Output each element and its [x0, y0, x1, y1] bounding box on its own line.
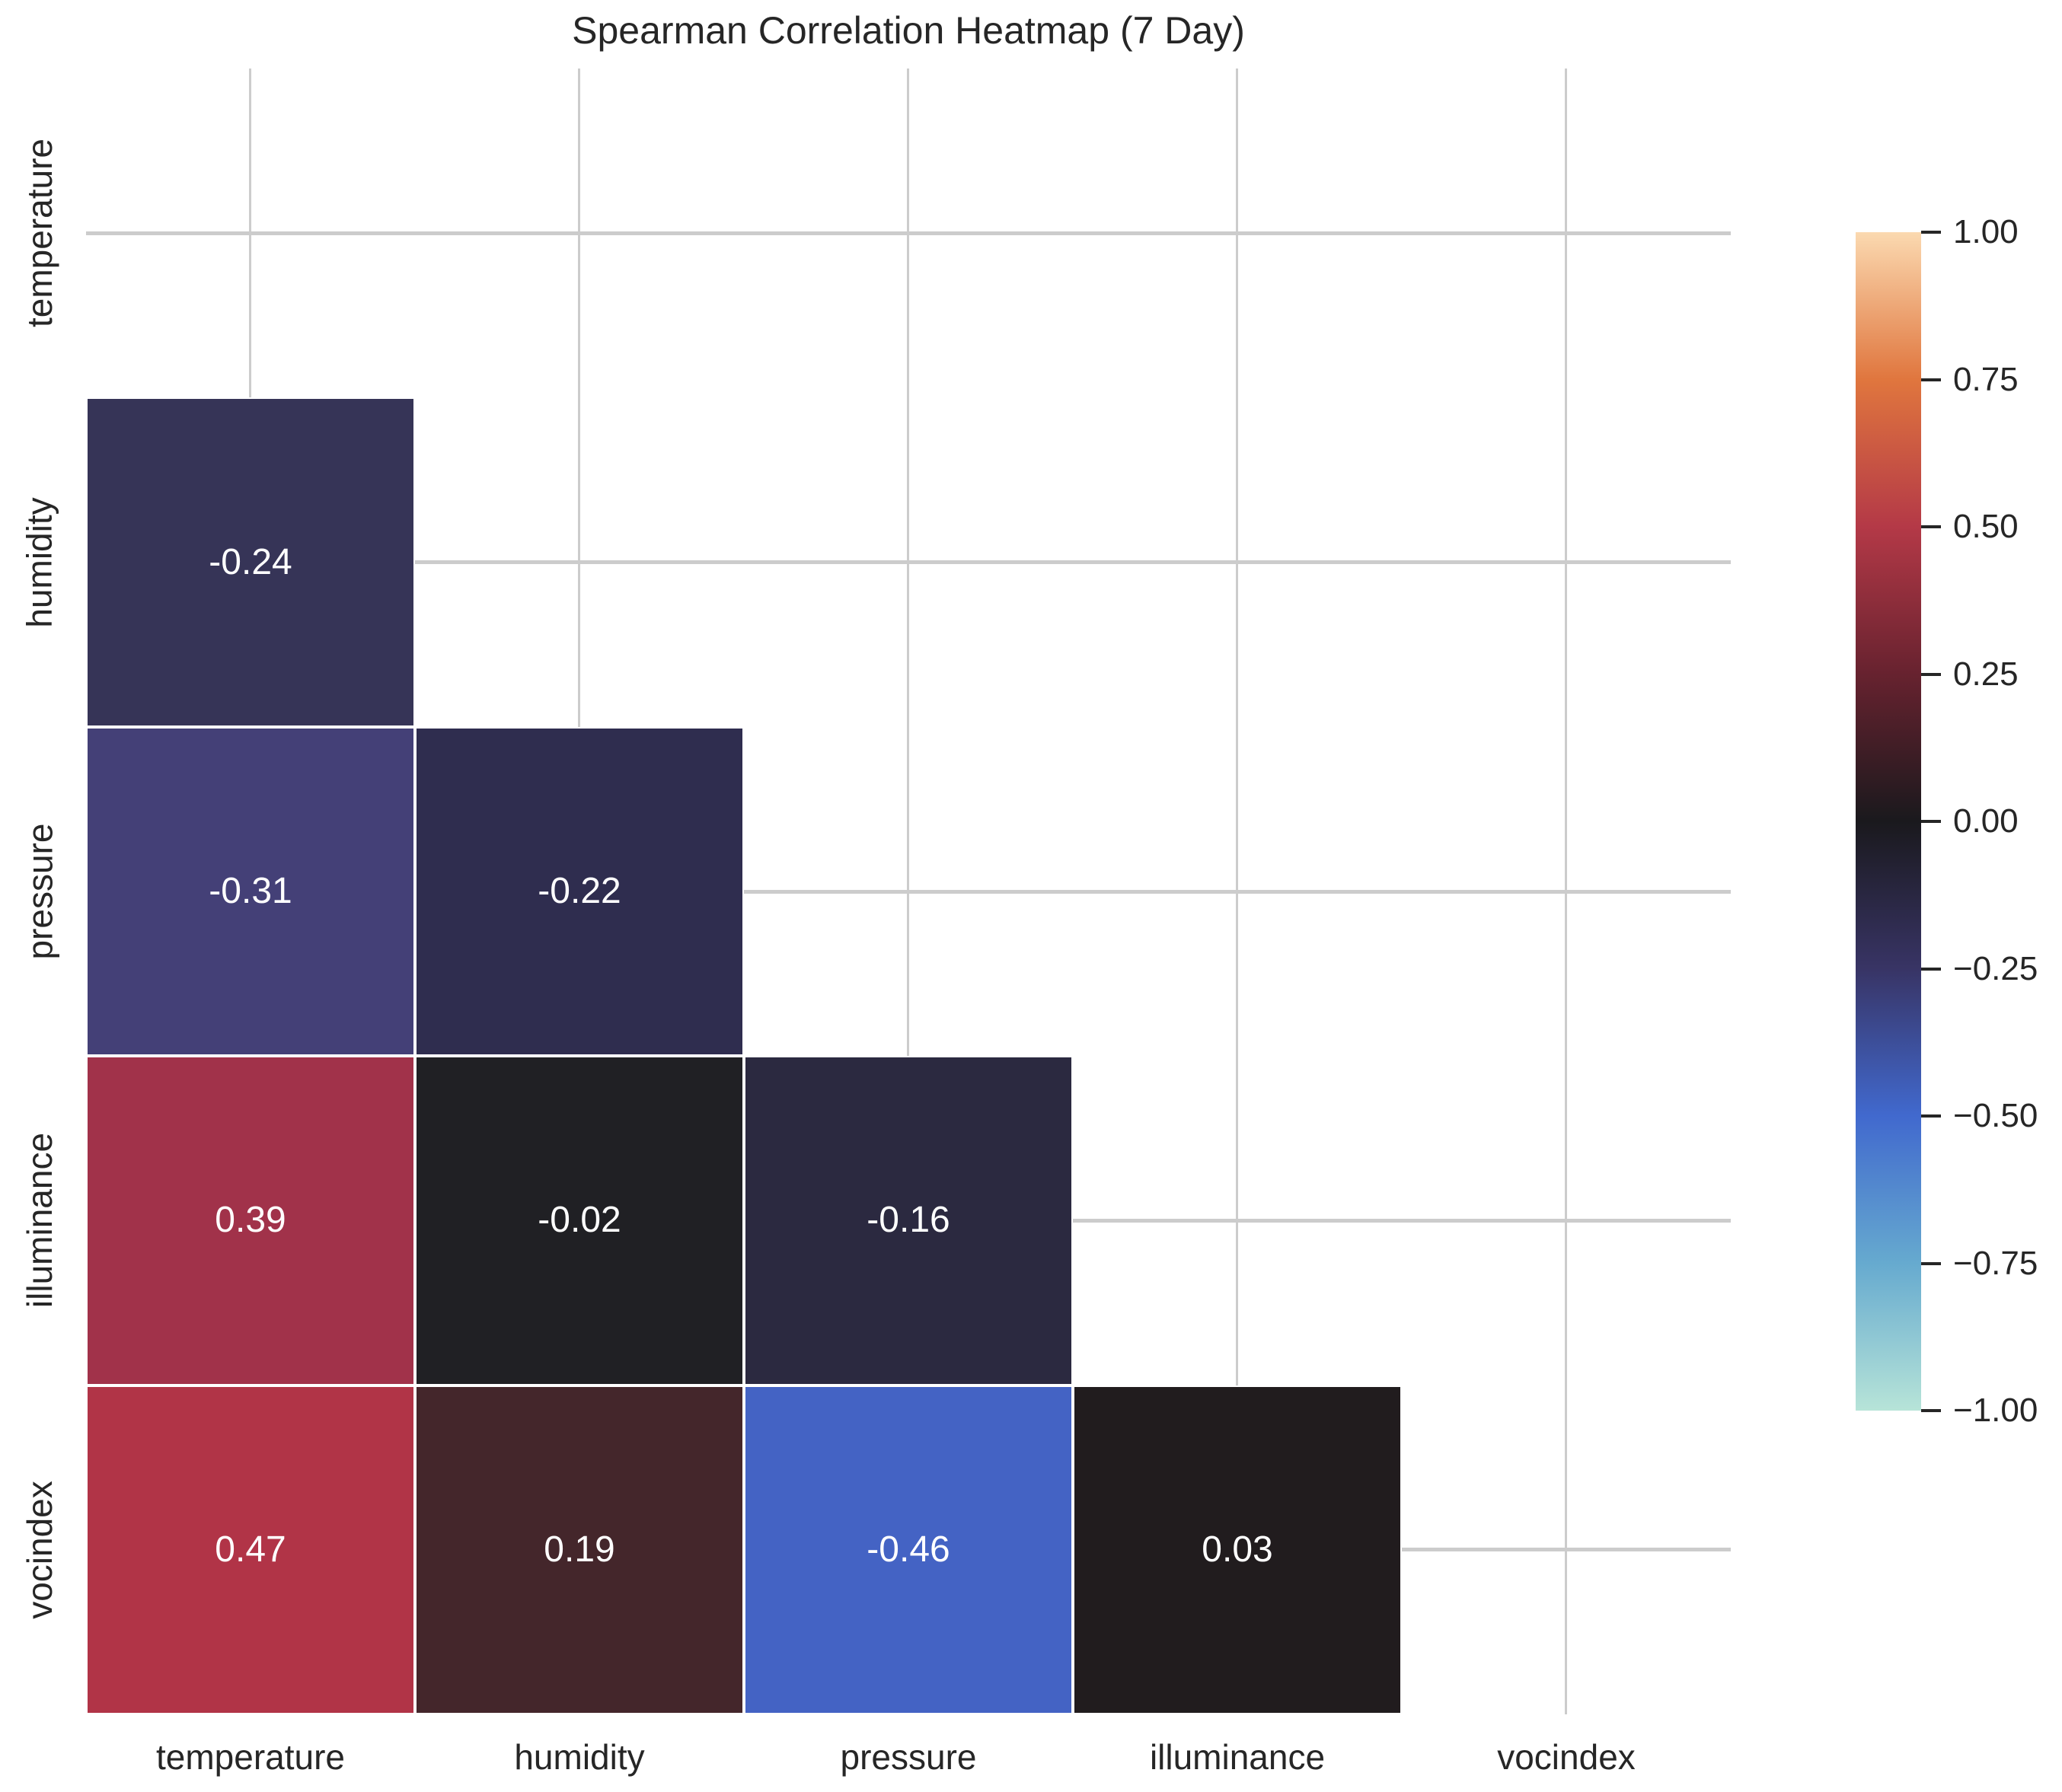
heatmap-cell: 0.47: [86, 1385, 415, 1714]
y-tick: humidity: [6, 397, 73, 726]
y-tick: vocindex: [6, 1385, 73, 1714]
cell-value: 0.03: [1202, 1529, 1273, 1570]
colorbar-tick-label: −0.50: [1953, 1097, 2038, 1134]
colorbar-gradient: [1856, 232, 1921, 1411]
y-tick: temperature: [6, 69, 73, 397]
x-axis-tick-labels: temperature humidity pressure illuminanc…: [86, 1722, 1731, 1792]
tick-mark: [1921, 525, 1941, 528]
heatmap-cell: -0.24: [86, 397, 415, 727]
heatmap-cell: -0.22: [415, 726, 744, 1057]
heatmap-cell: -0.02: [415, 1056, 744, 1385]
chart-title: Spearman Correlation Heatmap (7 Day): [572, 9, 1245, 52]
colorbar-tick-label: 1.00: [1953, 213, 2019, 250]
heatmap-cell: 0.39: [86, 1056, 415, 1385]
colorbar-tick-label: 0.50: [1953, 508, 2019, 545]
heatmap-cell: -0.16: [744, 1056, 1073, 1385]
grid-line-horizontal: [744, 890, 1731, 894]
cell-value: 0.39: [215, 1200, 286, 1241]
x-tick-label: pressure: [840, 1737, 977, 1777]
y-tick: illuminance: [6, 1056, 73, 1385]
tick-mark: [1921, 672, 1941, 676]
y-tick: pressure: [6, 727, 73, 1056]
heatmap-cell: 0.03: [1073, 1385, 1402, 1714]
colorbar: [1856, 232, 1921, 1411]
tick-mark: [1921, 820, 1941, 823]
x-tick-label: humidity: [514, 1737, 645, 1777]
cell-value: -0.16: [867, 1200, 950, 1241]
colorbar-tick-label: −0.25: [1953, 949, 2038, 987]
grid-line-horizontal: [1402, 1548, 1731, 1551]
cell-value: -0.46: [867, 1529, 950, 1570]
colorbar-tick-label: 0.75: [1953, 360, 2019, 398]
heatmap-plot: -0.24 -0.31 -0.22 0.39 -0.02 -0.16 0.47 …: [86, 69, 1731, 1714]
heatmap-cells: -0.24 -0.31 -0.22 0.39 -0.02 -0.16 0.47 …: [86, 69, 1731, 1714]
tick-mark: [1921, 967, 1941, 971]
cell-value: -0.24: [209, 541, 292, 582]
colorbar-tick-label: 0.25: [1953, 655, 2019, 693]
x-tick-label: vocindex: [1497, 1737, 1636, 1777]
colorbar-tick-label: −1.00: [1953, 1392, 2038, 1429]
y-tick-label: pressure: [20, 823, 59, 960]
colorbar-tick-label: −0.75: [1953, 1244, 2038, 1282]
tick-mark: [1921, 231, 1941, 234]
heatmap-cell: -0.46: [744, 1385, 1073, 1714]
cell-value: 0.19: [544, 1529, 615, 1570]
colorbar-tick-label: 0.00: [1953, 802, 2019, 840]
grid-line-vertical: [1236, 69, 1238, 1385]
tick-mark: [1921, 378, 1941, 381]
y-axis-tick-labels: temperature humidity pressure illuminanc…: [6, 69, 73, 1714]
tick-mark: [1921, 1261, 1941, 1265]
heatmap-cell: -0.31: [86, 726, 415, 1057]
tick-mark: [1921, 1409, 1941, 1412]
x-tick-label: temperature: [155, 1737, 345, 1777]
y-tick-label: humidity: [20, 496, 60, 628]
grid-line-horizontal: [415, 560, 1731, 564]
y-tick-label: temperature: [20, 139, 60, 328]
cell-value: -0.22: [538, 870, 621, 911]
grid-line-horizontal: [86, 231, 1731, 235]
grid-line-horizontal: [1073, 1219, 1731, 1223]
cell-value: -0.31: [209, 870, 292, 911]
cell-value: -0.02: [538, 1200, 621, 1241]
y-tick-label: illuminance: [20, 1133, 59, 1309]
heatmap-cell: 0.19: [415, 1385, 744, 1714]
colorbar-ticks: 1.00 0.75 0.50 0.25 0.00 −0.25 −0.50 −0.…: [1921, 215, 2062, 1427]
cell-value: 0.47: [215, 1529, 286, 1570]
grid-line-vertical: [578, 69, 580, 727]
x-tick-label: illuminance: [1149, 1737, 1326, 1777]
tick-mark: [1921, 1114, 1941, 1118]
y-tick-label: vocindex: [20, 1481, 59, 1619]
